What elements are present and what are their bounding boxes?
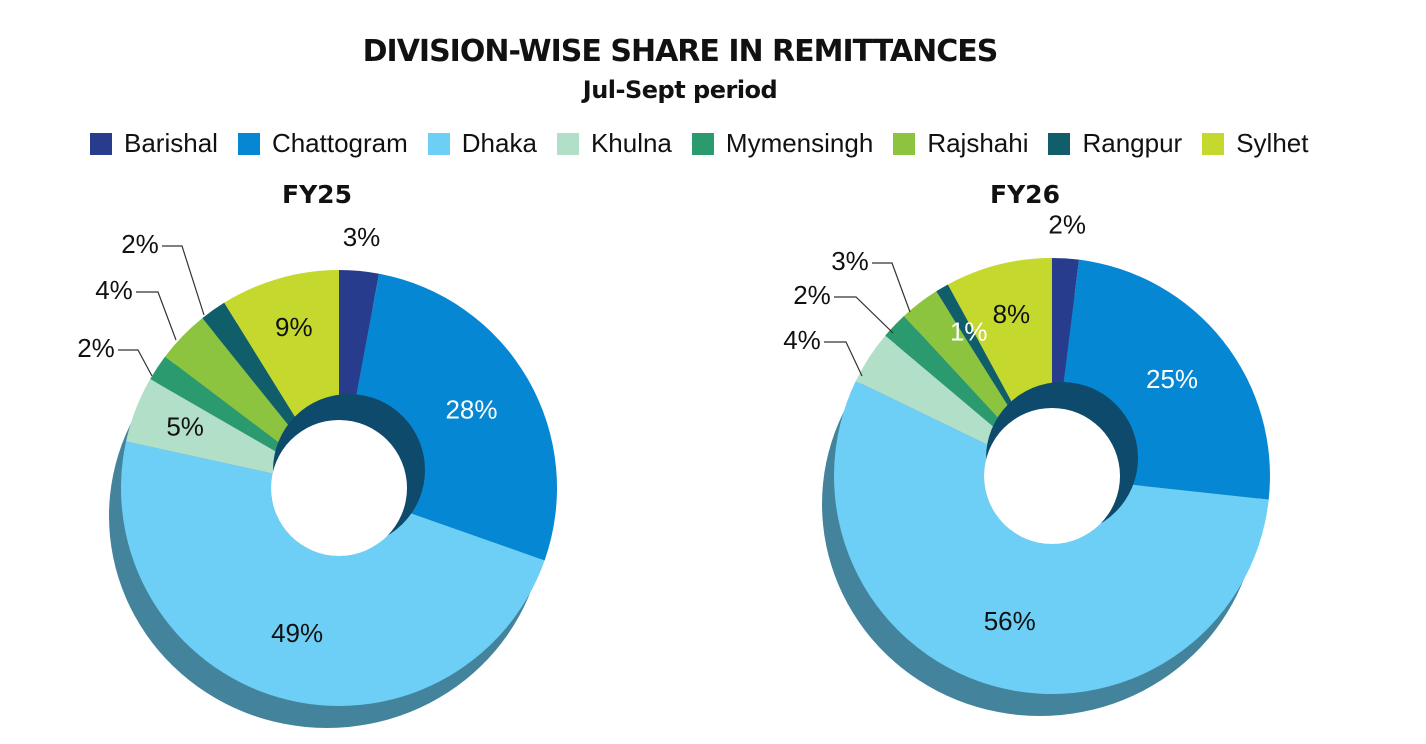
data-label-rangpur: 2% <box>121 229 159 259</box>
slice-rajshahi <box>165 318 297 448</box>
slice-chattogram <box>351 273 557 561</box>
legend-item-khulna: Khulna <box>556 128 672 159</box>
slice-khulna <box>126 379 281 474</box>
legend: Barishal Chattogram Dhaka Khulna Mymensingh R… <box>90 128 1328 159</box>
data-label-mymensingh: 2% <box>77 333 115 363</box>
leader-line <box>118 349 153 377</box>
chart-title: DIVISION-WISE SHARE IN REMITTANCES <box>362 34 999 69</box>
slice-rangpur <box>202 302 304 436</box>
leader-line <box>834 296 894 334</box>
data-label-dhaka: 56% <box>984 606 1036 636</box>
legend-swatch <box>427 132 450 155</box>
legend-item-dhaka: Dhaka <box>427 128 537 159</box>
data-label-mymensingh: 2% <box>793 280 831 310</box>
legend-item-rajshahi: Rajshahi <box>893 128 1028 159</box>
data-label-sylhet: 8% <box>993 299 1031 329</box>
data-label-khulna: 4% <box>783 325 821 355</box>
legend-item-sylhet: Sylhet <box>1202 128 1308 159</box>
legend-item-rangpur: Rangpur <box>1048 128 1182 159</box>
leader-line <box>872 262 911 313</box>
data-label-chattogram: 25% <box>1146 364 1198 394</box>
legend-swatch <box>556 132 579 155</box>
donut-hole <box>984 408 1120 544</box>
legend-label: Mymensingh <box>725 128 874 158</box>
legend-item-mymensingh: Mymensingh <box>691 128 874 159</box>
legend-label: Dhaka <box>461 128 537 158</box>
data-label-rajshahi: 4% <box>95 275 133 305</box>
legend-swatch <box>691 132 714 155</box>
donut-fy26: 2%25%56%4%2%3%1%8% <box>783 209 1270 716</box>
slice-mymensingh <box>150 356 285 454</box>
legend-item-barishal: Barishal <box>90 128 218 159</box>
donut-hole <box>271 420 407 556</box>
slice-sylhet <box>224 270 339 431</box>
legend-label: Sylhet <box>1236 128 1309 158</box>
donut-fy25: 3% 28% 49% 5% 2% 4% 2% 9% <box>77 222 557 728</box>
fy26-title: FY26 <box>990 180 1060 209</box>
legend-label: Rangpur <box>1082 128 1183 158</box>
legend-item-chattogram: Chattogram <box>237 128 408 159</box>
legend-label: Khulna <box>590 128 672 158</box>
slice-dhaka <box>120 441 545 707</box>
slice-rajshahi <box>903 291 1016 427</box>
leader-line <box>824 341 863 377</box>
legend-swatch <box>237 132 260 155</box>
data-label-barishal: 3% <box>343 222 381 252</box>
fy25-title: FY25 <box>282 180 352 209</box>
data-label-rajshahi: 3% <box>831 246 869 276</box>
data-label-chattogram: 28% <box>445 394 497 424</box>
slice-barishal <box>1052 258 1080 409</box>
slice-sylhet <box>947 258 1052 417</box>
legend-swatch <box>1048 132 1071 155</box>
legend-label: Barishal <box>124 128 218 158</box>
data-label-sylhet: 9% <box>275 312 313 342</box>
legend-swatch <box>90 132 112 155</box>
data-label-khulna: 5% <box>166 411 204 441</box>
chart-subtitle: Jul-Sept period <box>582 76 778 104</box>
slice-rangpur <box>936 284 1020 419</box>
slice-barishal <box>339 270 380 422</box>
slice-mymensingh <box>885 315 1006 433</box>
leader-line <box>136 291 177 341</box>
slice-dhaka <box>833 380 1269 695</box>
slice-khulna <box>855 335 1000 447</box>
legend-swatch <box>1202 132 1225 155</box>
legend-swatch <box>893 132 916 155</box>
legend-label: Chattogram <box>271 128 408 158</box>
data-label-barishal: 2% <box>1048 209 1086 239</box>
data-label-dhaka: 49% <box>271 618 323 648</box>
leader-line <box>162 245 205 316</box>
data-label-rangpur: 1% <box>950 316 988 346</box>
legend-label: Rajshahi <box>927 128 1029 158</box>
